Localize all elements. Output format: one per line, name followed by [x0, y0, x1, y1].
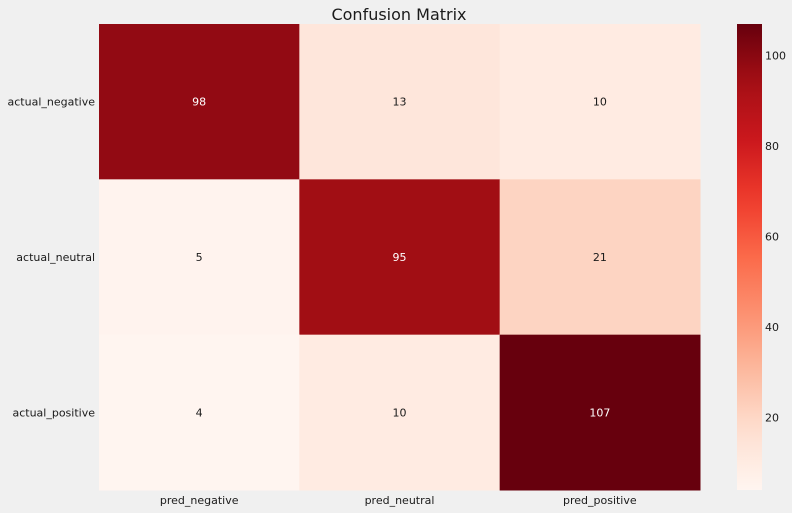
heatmap-cell-r1-c0: [99, 179, 300, 336]
cell-value-label-r0-c0: 98: [192, 96, 206, 109]
heatmap-cell-r2-c0: [99, 334, 300, 491]
cell-value-label-r2-c2: 107: [589, 406, 610, 419]
colorbar: [737, 24, 762, 490]
x-tick-label-pred_neutral: pred_neutral: [365, 494, 435, 507]
heatmap-cells: [99, 24, 701, 491]
heatmap-cell-r1-c1: [299, 179, 501, 336]
x-tick-label-pred_positive: pred_positive: [563, 494, 637, 507]
colorbar-tick-label-80: 80: [765, 140, 779, 153]
cell-value-label-r2-c0: 4: [196, 406, 203, 419]
cell-value-label-r0-c2: 10: [593, 96, 607, 109]
colorbar-tick-labels: 20 40 60 80 100: [765, 50, 786, 425]
colorbar-tick-label-40: 40: [765, 321, 779, 334]
cell-value-label-r1-c2: 21: [593, 251, 607, 264]
heatmap-cell-r2-c2: [499, 334, 701, 491]
y-tick-label-actual_neutral: actual_neutral: [16, 251, 95, 264]
x-axis-tick-labels: pred_negative pred_neutral pred_positive: [160, 494, 637, 507]
y-tick-label-actual_positive: actual_positive: [12, 406, 95, 419]
x-tick-label-pred_negative: pred_negative: [160, 494, 239, 507]
heatmap-cell-r1-c2: [499, 179, 701, 336]
cell-value-label-r1-c1: 95: [393, 251, 407, 264]
chart-title: Confusion Matrix: [331, 5, 466, 24]
heatmap-cell-r0-c0: [99, 24, 300, 180]
y-tick-label-actual_negative: actual_negative: [8, 96, 96, 109]
heatmap-cell-r0-c1: [299, 24, 501, 180]
colorbar-tick-label-20: 20: [765, 412, 779, 425]
colorbar-tick-label-60: 60: [765, 231, 779, 244]
heatmap-cell-r2-c1: [299, 334, 501, 491]
cell-value-label-r0-c1: 13: [393, 96, 407, 109]
heatmap-cell-labels: 98 13 10 5 95 21 4 10 107: [192, 96, 610, 420]
cell-value-label-r1-c0: 5: [196, 251, 203, 264]
heatmap-cell-r0-c2: [499, 24, 701, 180]
y-axis-tick-labels: actual_negative actual_neutral actual_posi…: [8, 96, 96, 420]
cell-value-label-r2-c1: 10: [393, 406, 407, 419]
colorbar-tick-label-100: 100: [765, 50, 786, 63]
